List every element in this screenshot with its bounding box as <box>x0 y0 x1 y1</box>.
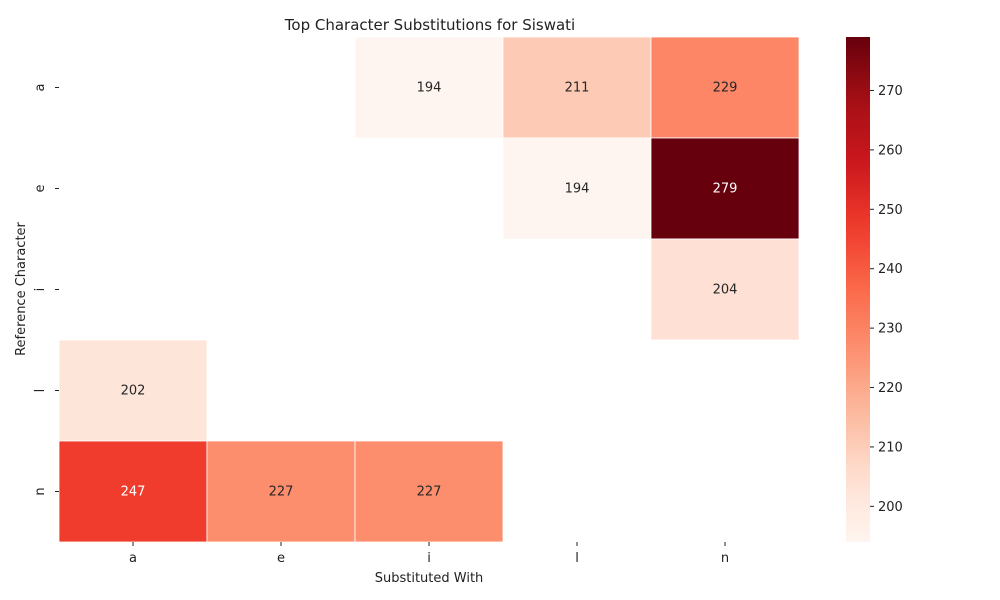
heatmap-cell <box>650 137 800 240</box>
x-tick-label: l <box>575 551 579 566</box>
chart-title: Top Character Substitutions for Siswati <box>284 16 575 34</box>
y-tick-label: l <box>33 389 48 393</box>
colorbar <box>846 37 870 542</box>
cell-value-label: 202 <box>121 384 146 399</box>
cell-value-label: 204 <box>713 283 738 298</box>
y-axis-label: Reference Character <box>14 221 29 355</box>
colorbar-ticks: 200 210 220 230 240 250 260 270 <box>870 84 903 515</box>
colorbar-tick-label: 230 <box>878 322 903 337</box>
heatmap-cells: 194 211 229 194 279 204 202 247 227 227 <box>58 36 800 543</box>
cell-value-label: 227 <box>417 485 442 500</box>
colorbar-tick-label: 260 <box>878 143 903 158</box>
y-tick-label: i <box>33 288 48 292</box>
x-tick-label: a <box>129 551 137 566</box>
heatmap-cell <box>354 36 504 139</box>
y-tick-label: e <box>33 185 48 193</box>
cell-value-label: 211 <box>565 81 590 96</box>
heatmap-cell <box>650 238 800 341</box>
x-tick-label: i <box>427 551 431 566</box>
x-axis-label: Substituted With <box>375 571 484 586</box>
heatmap-cell <box>502 137 652 240</box>
x-tick-label: e <box>277 551 285 566</box>
cell-value-label: 194 <box>417 81 442 96</box>
heatmap-cell <box>58 440 208 543</box>
colorbar-tick-label: 270 <box>878 84 903 99</box>
cell-value-label: 247 <box>121 485 146 500</box>
heatmap-cell <box>354 440 504 543</box>
colorbar-tick-label: 220 <box>878 381 903 396</box>
cell-value-label: 194 <box>565 182 590 197</box>
colorbar-tick-label: 210 <box>878 440 903 455</box>
x-tick-label: n <box>721 551 729 566</box>
y-axis-ticks: a e i l n <box>33 84 59 496</box>
heatmap-cell <box>58 339 208 442</box>
colorbar-tick-label: 250 <box>878 203 903 218</box>
heatmap-cell <box>502 36 652 139</box>
cell-value-label: 227 <box>269 485 294 500</box>
cell-value-label: 229 <box>713 81 738 96</box>
colorbar-tick-label: 240 <box>878 262 903 277</box>
cell-value-label: 279 <box>713 182 738 197</box>
y-tick-label: a <box>33 84 48 92</box>
y-tick-label: n <box>33 487 48 495</box>
heatmap-cell <box>650 36 800 139</box>
colorbar-tick-label: 200 <box>878 500 903 515</box>
